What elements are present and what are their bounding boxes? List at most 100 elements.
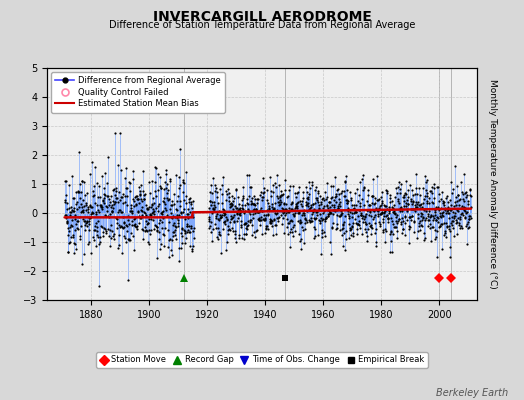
Point <box>102 229 110 236</box>
Point <box>118 193 127 200</box>
Point <box>459 191 467 198</box>
Point <box>340 218 348 225</box>
Point <box>108 233 117 240</box>
Point <box>115 222 123 228</box>
Point <box>462 194 470 200</box>
Point <box>136 191 144 198</box>
Point <box>329 182 337 189</box>
Point <box>451 163 460 170</box>
Point <box>157 184 165 191</box>
Point <box>123 193 132 200</box>
Point <box>458 225 466 231</box>
Point <box>403 208 411 214</box>
Point <box>298 224 307 230</box>
Point <box>149 209 158 216</box>
Point <box>334 205 342 212</box>
Point <box>429 194 438 201</box>
Point <box>250 193 259 200</box>
Point <box>253 200 261 206</box>
Point <box>102 213 111 219</box>
Point <box>117 223 125 230</box>
Point <box>62 199 71 206</box>
Point <box>328 194 336 200</box>
Point <box>183 228 191 235</box>
Point <box>239 231 248 237</box>
Point <box>464 201 473 207</box>
Point <box>233 218 241 224</box>
Point <box>80 218 88 224</box>
Point <box>73 218 81 224</box>
Point <box>368 200 376 206</box>
Point <box>86 204 95 210</box>
Point <box>79 208 88 215</box>
Point <box>111 192 119 198</box>
Point <box>253 227 261 234</box>
Point <box>300 216 309 222</box>
Point <box>442 222 451 229</box>
Point <box>420 237 429 244</box>
Point <box>457 209 466 216</box>
Point <box>221 209 230 216</box>
Point <box>362 220 370 227</box>
Point <box>92 220 100 226</box>
Point <box>170 201 178 207</box>
Point <box>157 224 166 231</box>
Point <box>125 208 134 214</box>
Point <box>136 182 145 188</box>
Point <box>423 198 432 204</box>
Point <box>81 202 90 208</box>
Point <box>150 226 158 232</box>
Point <box>171 236 180 242</box>
Point <box>225 219 234 225</box>
Point <box>61 212 69 218</box>
Point <box>372 205 380 211</box>
Point <box>464 212 473 219</box>
Point <box>249 206 257 213</box>
Point <box>336 213 345 220</box>
Point <box>179 208 187 215</box>
Point <box>249 229 258 236</box>
Point <box>99 233 107 240</box>
Point <box>274 195 282 202</box>
Point <box>206 198 214 204</box>
Point <box>281 186 290 193</box>
Point <box>422 187 430 193</box>
Point <box>440 219 449 226</box>
Point <box>302 202 310 208</box>
Point <box>362 207 370 214</box>
Point <box>381 228 390 234</box>
Point <box>81 222 89 228</box>
Point <box>305 218 314 224</box>
Point <box>184 206 192 212</box>
Point <box>395 200 403 206</box>
Point <box>246 184 255 190</box>
Point <box>282 206 291 213</box>
Point <box>205 205 214 211</box>
Point <box>417 210 425 216</box>
Point <box>461 190 470 197</box>
Point <box>263 187 271 193</box>
Point <box>84 204 92 210</box>
Point <box>65 240 73 247</box>
Point <box>106 222 115 228</box>
Point <box>178 233 187 240</box>
Point <box>387 204 396 210</box>
Point <box>414 228 422 234</box>
Point <box>434 214 442 221</box>
Point <box>386 249 395 255</box>
Point <box>95 241 103 247</box>
Point <box>312 194 320 201</box>
Point <box>111 198 119 205</box>
Point <box>290 206 298 213</box>
Point <box>412 201 421 207</box>
Point <box>189 214 198 220</box>
Point <box>215 216 224 223</box>
Point <box>66 212 74 219</box>
Point <box>320 203 328 209</box>
Point <box>68 217 76 223</box>
Point <box>258 194 267 200</box>
Point <box>315 220 324 227</box>
Point <box>245 172 253 178</box>
Point <box>241 220 249 226</box>
Point <box>307 204 315 210</box>
